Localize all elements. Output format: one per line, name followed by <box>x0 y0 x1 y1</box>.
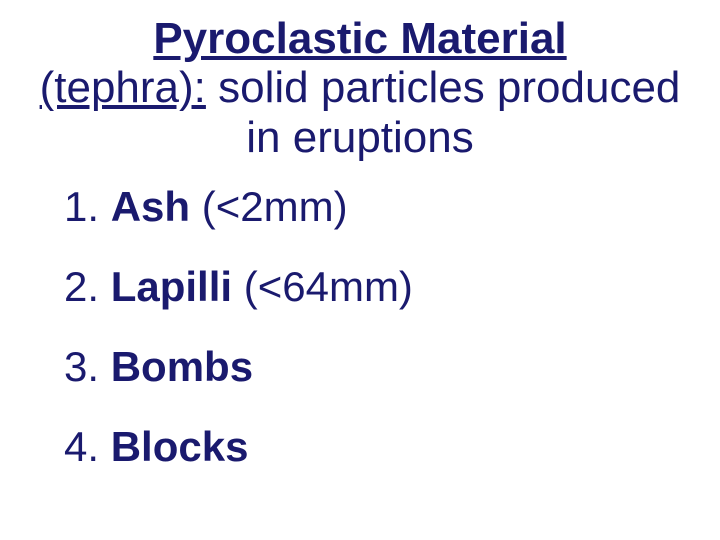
slide: Pyroclastic Material (tephra): solid par… <box>0 0 720 540</box>
item-list: Ash (<2mm) Lapilli (<64mm) Bombs Blocks <box>64 186 700 468</box>
item-detail: (<64mm) <box>232 263 413 310</box>
list-item: Ash (<2mm) <box>64 186 700 228</box>
item-term: Lapilli <box>111 263 232 310</box>
title-desc-1: solid particles produced <box>206 63 680 112</box>
title-desc-2: in eruptions <box>246 113 473 162</box>
title-alt: (tephra): <box>40 63 206 112</box>
list-item: Bombs <box>64 346 700 388</box>
list-item: Blocks <box>64 426 700 468</box>
title-main: Pyroclastic Material <box>153 14 566 63</box>
title-block: Pyroclastic Material (tephra): solid par… <box>20 14 700 162</box>
item-term: Blocks <box>111 423 249 470</box>
item-detail: (<2mm) <box>190 183 348 230</box>
item-term: Ash <box>111 183 190 230</box>
list-item: Lapilli (<64mm) <box>64 266 700 308</box>
item-term: Bombs <box>111 343 253 390</box>
